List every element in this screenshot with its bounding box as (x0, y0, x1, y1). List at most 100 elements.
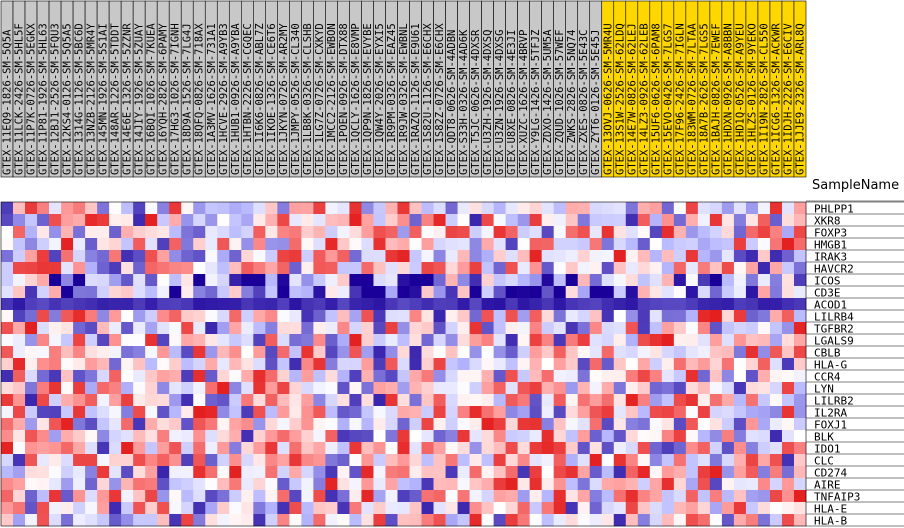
heatmap-cell (25, 454, 38, 467)
heatmap-cell (145, 262, 158, 275)
heatmap-cell (745, 514, 759, 527)
heatmap-cell (589, 370, 603, 383)
heatmap-cell (193, 490, 206, 503)
heatmap-cell (385, 430, 398, 443)
heatmap-cell (481, 454, 494, 467)
heatmap-cell (409, 286, 422, 299)
heatmap-cell (781, 214, 795, 227)
heatmap-cell (133, 430, 146, 443)
heatmap-cell (553, 442, 567, 455)
heatmap-cell (97, 382, 110, 395)
heatmap-cell (361, 454, 374, 467)
heatmap-cell (433, 310, 446, 323)
heatmap-cell (169, 418, 182, 431)
heatmap-cell (385, 262, 398, 275)
heatmap-cell (517, 394, 530, 407)
heatmap-cell (349, 442, 362, 455)
heatmap-cell (601, 454, 615, 467)
heatmap-cell (553, 394, 567, 407)
heatmap-cell (589, 262, 603, 275)
heatmap-cell (697, 346, 711, 359)
heatmap-cell (553, 298, 567, 311)
heatmap-cell (313, 418, 326, 431)
heatmap-cell (481, 334, 494, 347)
heatmap-cell (661, 298, 675, 311)
heatmap-cell (361, 214, 374, 227)
heatmap-cell (577, 502, 591, 515)
heatmap-cell (661, 274, 675, 287)
heatmap-cell (409, 370, 422, 383)
heatmap-cell (553, 226, 567, 239)
heatmap-cell (769, 334, 783, 347)
heatmap-cell (793, 310, 807, 323)
heatmap-cell (769, 286, 783, 299)
heatmap-cell (577, 334, 591, 347)
heatmap-cell (697, 370, 711, 383)
column-label: GTEX-1HTBN-2226-SM-CGQEC (242, 23, 254, 175)
heatmap-cell (481, 406, 494, 419)
heatmap-cell (649, 286, 663, 299)
heatmap-cell (37, 250, 50, 263)
heatmap-cell (685, 250, 699, 263)
heatmap-cell (793, 514, 807, 527)
heatmap-cell (37, 298, 50, 311)
column-label: GTEX-1HDXN-0926-SM-A8BBN (722, 23, 734, 175)
heatmap-cell (13, 442, 26, 455)
heatmap-cell (217, 406, 230, 419)
heatmap-cell (433, 514, 446, 527)
heatmap-cell (625, 310, 639, 323)
row-label: AIRE (814, 479, 841, 492)
heatmap-cell (181, 286, 194, 299)
heatmap-cell (481, 502, 494, 515)
heatmap-cell (445, 406, 458, 419)
heatmap-cell (637, 442, 651, 455)
heatmap-cell (481, 238, 494, 251)
heatmap-cell (733, 466, 747, 479)
heatmap-cell (349, 238, 362, 251)
heatmap-cell (517, 202, 530, 215)
heatmap-cell (73, 322, 86, 335)
heatmap-cell (721, 490, 735, 503)
heatmap-cell (601, 394, 615, 407)
heatmap-cell (361, 478, 374, 491)
heatmap-cell (493, 418, 506, 431)
heatmap-cell (517, 382, 530, 395)
row-label: XKR8 (814, 215, 841, 228)
heatmap-cell (337, 382, 350, 395)
heatmap-cell (229, 454, 242, 467)
heatmap-cell (553, 346, 567, 359)
column-label: GTEX-16BQI-1026-SM-7KUEA (146, 23, 158, 175)
heatmap-cell (373, 286, 386, 299)
heatmap-cell (421, 430, 434, 443)
heatmap-cell (505, 382, 518, 395)
heatmap-cell (97, 226, 110, 239)
heatmap-cell (1, 382, 14, 395)
heatmap-cell (361, 358, 374, 371)
heatmap-cell (121, 406, 134, 419)
column-label: GTEX-16YQH-2826-SM-6PAMY (158, 23, 170, 175)
heatmap-cell (781, 358, 795, 371)
heatmap-cell (541, 394, 554, 407)
heatmap-cell (73, 298, 86, 311)
heatmap-cell (325, 430, 338, 443)
heatmap-cell (697, 310, 711, 323)
heatmap-cell (577, 346, 591, 359)
heatmap-cell (49, 202, 62, 215)
heatmap-cell (85, 514, 98, 527)
heatmap-cell (229, 418, 242, 431)
heatmap-cell (49, 502, 62, 515)
heatmap-cell (37, 286, 50, 299)
heatmap-cell (49, 238, 62, 251)
heatmap-cell (85, 370, 98, 383)
heatmap-cell (577, 202, 591, 215)
heatmap-cell (25, 514, 38, 527)
heatmap-cell (613, 442, 627, 455)
heatmap-cell (205, 406, 218, 419)
heatmap-cell (313, 478, 326, 491)
heatmap-cell (349, 286, 362, 299)
heatmap-cell (277, 202, 290, 215)
heatmap-cell (529, 478, 542, 491)
heatmap-cell (565, 418, 579, 431)
heatmap-cell (361, 226, 374, 239)
heatmap-cell (541, 322, 554, 335)
